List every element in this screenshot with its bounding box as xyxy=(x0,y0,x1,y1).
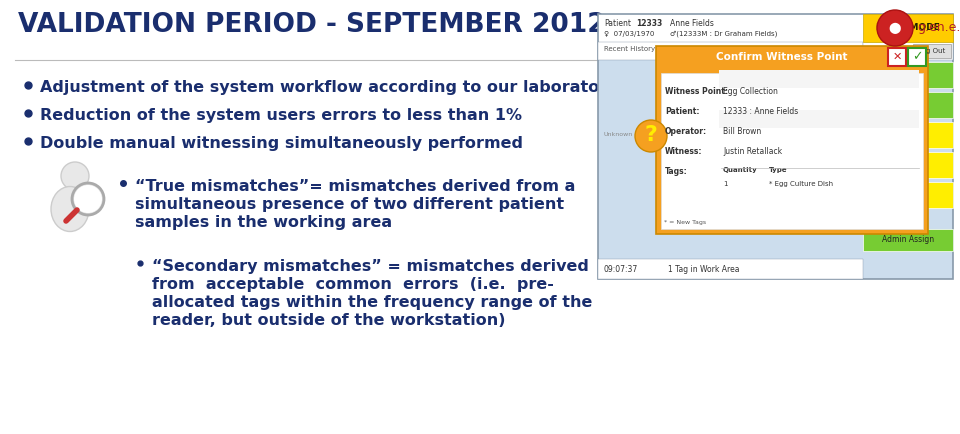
Bar xyxy=(598,14,953,42)
Text: Recent History: Recent History xyxy=(604,46,655,52)
Text: Operator: Operator xyxy=(776,46,807,52)
Text: ⬤: ⬤ xyxy=(889,23,901,33)
Bar xyxy=(863,152,953,178)
Text: DEMO MODE: DEMO MODE xyxy=(876,23,940,33)
Bar xyxy=(863,229,953,251)
Text: ✕: ✕ xyxy=(892,52,901,62)
Circle shape xyxy=(72,183,104,215)
Bar xyxy=(913,44,951,58)
Bar xyxy=(719,70,919,88)
Text: ♂(12333M : Dr Graham Fields): ♂(12333M : Dr Graham Fields) xyxy=(670,30,778,37)
Bar xyxy=(863,122,953,148)
Text: allocated tags within the frequency range of the: allocated tags within the frequency rang… xyxy=(152,295,592,310)
Circle shape xyxy=(74,185,102,213)
Text: ion: ion xyxy=(902,131,914,139)
Text: g.en.e.r.a.: g.en.e.r.a. xyxy=(917,22,960,34)
Text: 09:07:37: 09:07:37 xyxy=(604,264,638,273)
Bar xyxy=(863,182,953,208)
Text: 1 Tag in Work Area: 1 Tag in Work Area xyxy=(668,264,739,273)
Bar xyxy=(656,46,928,234)
Text: Witness Point:: Witness Point: xyxy=(665,87,728,96)
Text: from  acceptable  common  errors  (i.e.  pre-: from acceptable common errors (i.e. pre- xyxy=(152,277,554,292)
Text: “True mismatches”= mismatches derived from a: “True mismatches”= mismatches derived fr… xyxy=(135,179,575,194)
Bar xyxy=(888,48,906,66)
Text: “Secondary mismatches” = mismatches derived: “Secondary mismatches” = mismatches deri… xyxy=(152,259,588,274)
Bar xyxy=(661,73,923,229)
Bar xyxy=(863,92,953,118)
Text: VALIDATION PERIOD - SEPTEMBER 2012: VALIDATION PERIOD - SEPTEMBER 2012 xyxy=(18,12,606,38)
Bar xyxy=(598,259,863,279)
Text: int ID: int ID xyxy=(898,191,919,200)
Text: Anne Fields: Anne Fields xyxy=(670,19,714,28)
Ellipse shape xyxy=(51,187,89,231)
Text: Type: Type xyxy=(769,167,787,173)
Bar xyxy=(598,42,863,60)
Circle shape xyxy=(877,10,913,46)
Bar xyxy=(908,48,926,66)
Text: * Egg Culture Dish: * Egg Culture Dish xyxy=(769,181,833,187)
Text: Patient:: Patient: xyxy=(665,107,700,116)
Text: e Pot: e Pot xyxy=(899,161,918,170)
Text: 1: 1 xyxy=(723,181,728,187)
Text: Adjustment of the system workflow according to our laboratory’s existing protoco: Adjustment of the system workflow accord… xyxy=(40,80,802,95)
Text: Operator: Operator xyxy=(867,46,898,52)
Bar xyxy=(719,110,919,128)
Bar xyxy=(598,14,953,279)
Text: Log Out: Log Out xyxy=(919,48,946,54)
Text: 12333: 12333 xyxy=(636,19,662,28)
Text: Egg Collection: Egg Collection xyxy=(723,87,778,96)
Circle shape xyxy=(61,162,89,190)
Text: Lists: Lists xyxy=(900,101,917,109)
Text: Patient: Patient xyxy=(604,19,631,28)
Text: Bill Brown: Bill Brown xyxy=(723,127,761,136)
Text: Tags:: Tags: xyxy=(665,167,687,176)
Text: ?: ? xyxy=(644,125,658,145)
Text: simultaneous presence of two different patient: simultaneous presence of two different p… xyxy=(135,197,564,212)
Text: Admin Assign: Admin Assign xyxy=(882,236,934,244)
Text: ✓: ✓ xyxy=(912,50,923,63)
Bar xyxy=(863,14,953,42)
Text: ent: ent xyxy=(901,70,914,79)
Bar xyxy=(863,42,953,60)
Text: ♀  07/03/1970: ♀ 07/03/1970 xyxy=(604,31,655,37)
Text: Unknown: Unknown xyxy=(604,132,634,137)
Text: Operator:: Operator: xyxy=(665,127,708,136)
Text: reader, but outside of the workstation): reader, but outside of the workstation) xyxy=(152,313,506,328)
Text: * = New Tags: * = New Tags xyxy=(664,220,707,225)
Text: Quantity: Quantity xyxy=(723,167,757,173)
Text: 12333 : Anne Fields: 12333 : Anne Fields xyxy=(723,107,799,116)
Text: Bill (Admin): Bill (Admin) xyxy=(867,63,908,69)
Text: Justin Retallack: Justin Retallack xyxy=(723,147,782,156)
Circle shape xyxy=(635,120,667,152)
Text: Double manual witnessing simultaneously performed: Double manual witnessing simultaneously … xyxy=(40,136,523,151)
Bar xyxy=(863,62,953,88)
Text: samples in the working area: samples in the working area xyxy=(135,215,392,230)
Text: Date/Time: Date/Time xyxy=(703,46,739,52)
Text: Reduction of the system users errors to less than 1%: Reduction of the system users errors to … xyxy=(40,108,522,123)
Text: Confirm Witness Point: Confirm Witness Point xyxy=(716,52,848,62)
Text: Witness:: Witness: xyxy=(665,147,703,156)
